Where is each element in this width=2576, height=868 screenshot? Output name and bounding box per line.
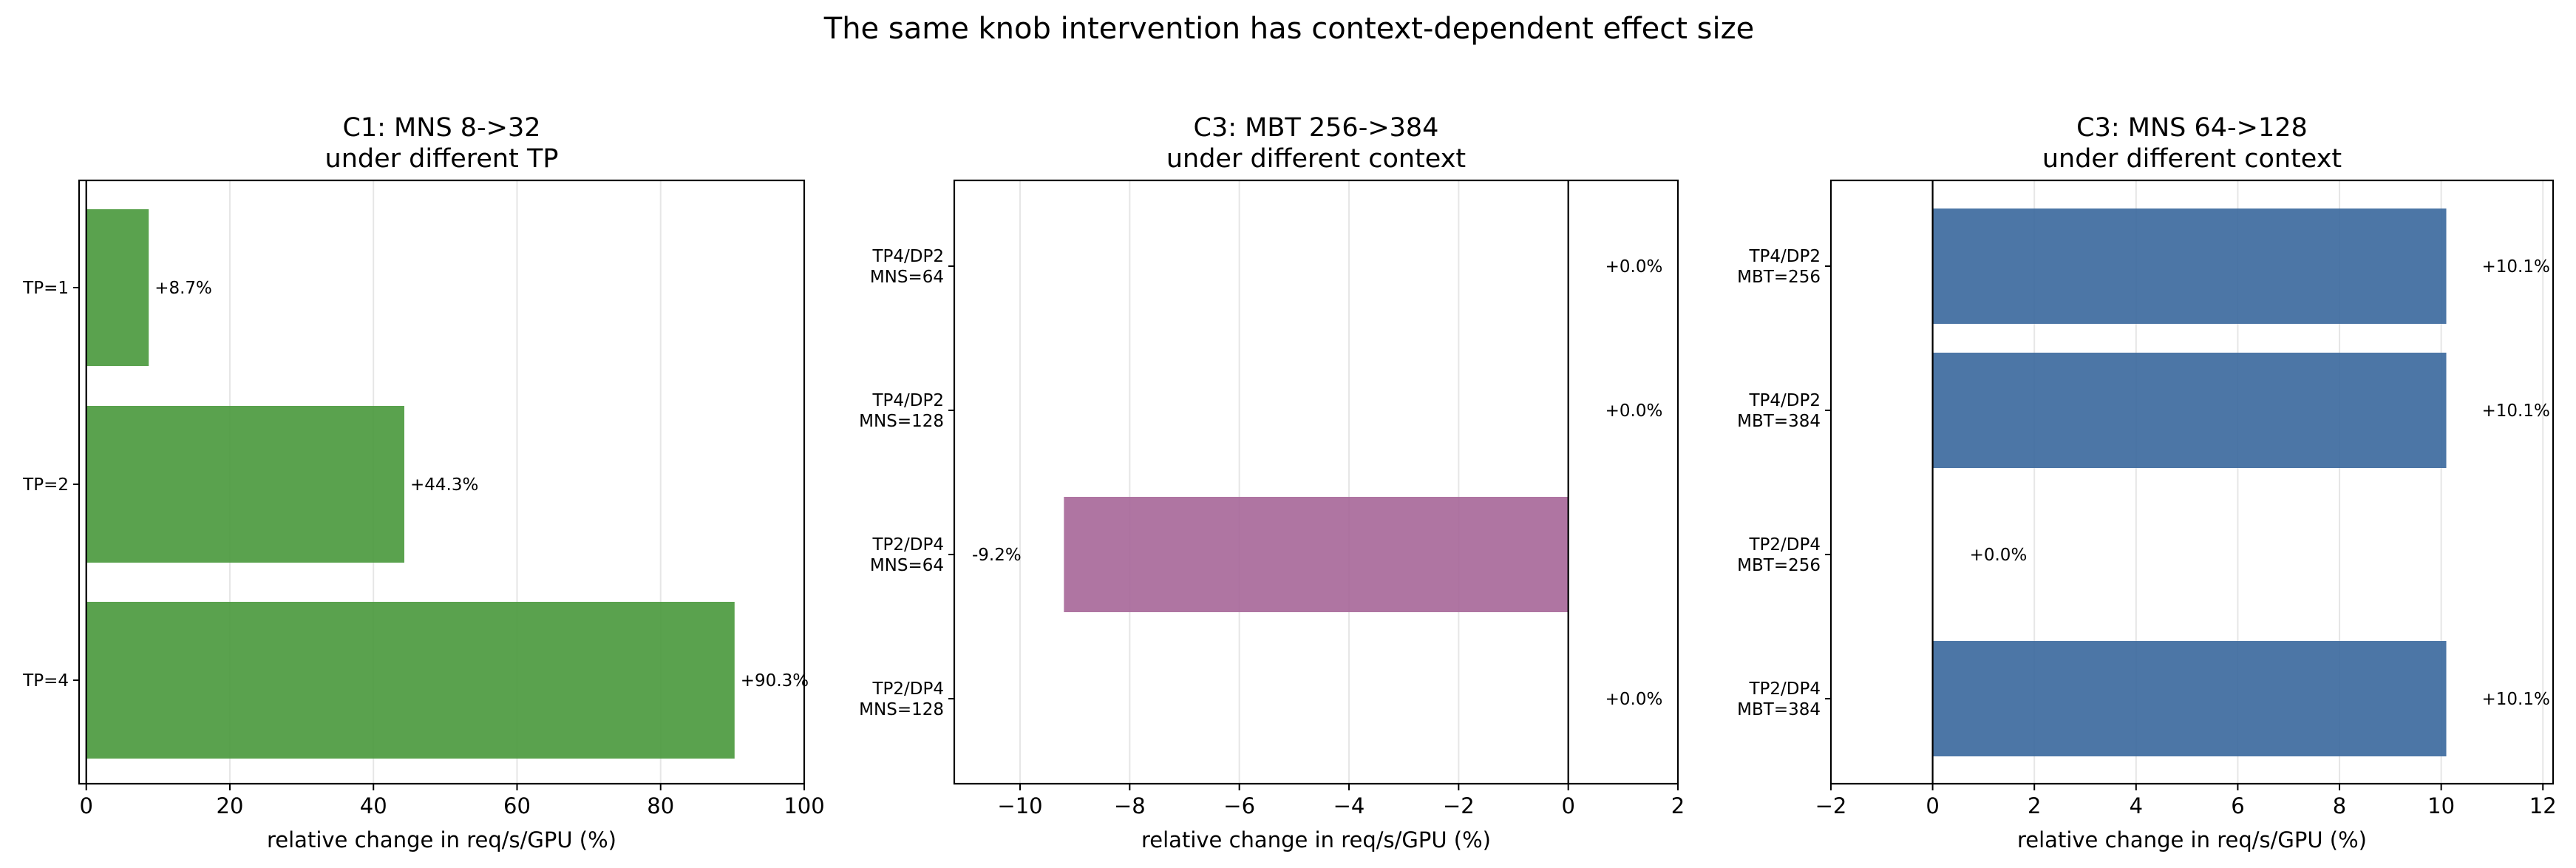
x-tick-label: 60 (503, 793, 531, 818)
x-tick-label: 8 (2333, 793, 2346, 818)
x-tick-label: 10 (2427, 793, 2455, 818)
y-tick-label: TP2/DP4 MNS=128 (859, 679, 944, 719)
data-label: +0.0% (1605, 690, 1663, 709)
y-tick-label: TP2/DP4 MBT=256 (1737, 535, 1821, 575)
panel-title: C3: MBT 256->384 under different context (1166, 113, 1466, 174)
x-tick-label: 2 (1671, 793, 1685, 818)
y-tick-label: TP=2 (22, 475, 69, 495)
x-tick-label: 80 (647, 793, 674, 818)
x-tick-label: −2 (1815, 793, 1847, 818)
x-tick-label: 12 (2529, 793, 2557, 818)
y-tick-label: TP4/DP2 MNS=64 (870, 247, 944, 287)
chart-panel-c3-mbt: +0.0% +0.0% -9.2% +0.0% TP4/DP2 MNS=64 TP4/DP2… (859, 113, 1685, 852)
y-tick-label: TP=4 (22, 671, 69, 691)
data-label: +0.0% (1970, 546, 2028, 565)
y-tick-label: TP=1 (22, 279, 69, 298)
plot-frame (953, 179, 1679, 785)
figure-title: The same knob intervention has context-d… (823, 12, 1754, 46)
panel-title: C3: MNS 64->128 under different context (2042, 113, 2342, 174)
y-tick-label: TP2/DP4 MBT=384 (1737, 679, 1821, 719)
data-label: +44.3% (410, 475, 478, 495)
x-tick-label: 40 (360, 793, 387, 818)
bar-1 (1932, 353, 2447, 468)
data-label: -9.2% (972, 546, 1022, 565)
bar-3 (1932, 641, 2447, 756)
y-tick-label: TP2/DP4 MNS=64 (870, 535, 944, 575)
bar-0 (1932, 208, 2447, 324)
data-label: +8.7% (154, 279, 212, 298)
x-tick-label: 4 (2130, 793, 2143, 818)
x-tick-label: −10 (997, 793, 1042, 818)
x-tick-label: −6 (1223, 793, 1255, 818)
x-axis-label: relative change in req/s/GPU (%) (1141, 827, 1491, 852)
data-label: +0.0% (1605, 401, 1663, 421)
bar-0 (86, 209, 149, 366)
chart-panel-c3-mns: +10.1% +10.1% +0.0% +10.1% TP4/DP2 MBT=256 TP4… (1737, 113, 2557, 852)
data-label: +90.3% (741, 671, 809, 691)
x-tick-label: −2 (1443, 793, 1475, 818)
y-tick-label: TP4/DP2 MBT=384 (1737, 391, 1821, 431)
x-tick-label: −4 (1333, 793, 1365, 818)
x-axis-label: relative change in req/s/GPU (%) (2017, 827, 2367, 852)
x-tick-label: 0 (1926, 793, 1939, 818)
chart-panel-c1-mns: +8.7% +44.3% +90.3% TP=1 TP=2 TP=4 0 20 40 60 80 10… (22, 113, 825, 852)
x-tick-label: 0 (1561, 793, 1574, 818)
x-tick-label: 0 (79, 793, 92, 818)
x-tick-label: 6 (2231, 793, 2244, 818)
bar-1 (86, 406, 404, 563)
x-tick-label: −8 (1114, 793, 1146, 818)
data-label: +10.1% (2482, 690, 2550, 709)
plot-frame (1829, 179, 2555, 785)
panel-title: C1: MNS 8->32 under different TP (325, 113, 559, 174)
x-tick-label: 100 (784, 793, 824, 818)
data-label: +10.1% (2482, 401, 2550, 421)
data-label: +10.1% (2482, 257, 2550, 277)
y-tick-label: TP4/DP2 MBT=256 (1737, 247, 1821, 287)
x-axis-label: relative change in req/s/GPU (%) (267, 827, 616, 852)
data-label: +0.0% (1605, 257, 1663, 277)
bar-2 (1064, 497, 1569, 612)
x-tick-label: 2 (2028, 793, 2041, 818)
plot-frame (78, 179, 806, 785)
bar-2 (86, 602, 735, 759)
y-tick-label: TP4/DP2 MNS=128 (859, 391, 944, 431)
x-tick-label: 20 (217, 793, 244, 818)
